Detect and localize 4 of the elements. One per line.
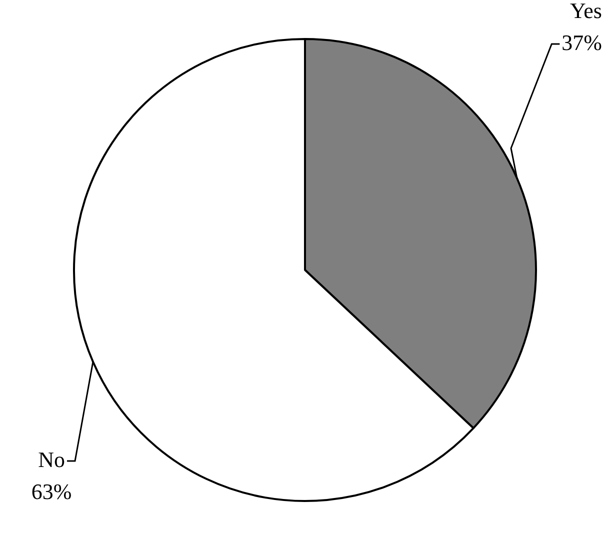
data-label: 37%	[562, 30, 602, 55]
slice-label: Yes	[570, 0, 602, 23]
slice-label: No	[38, 446, 65, 472]
data-label: 63%	[31, 478, 72, 504]
